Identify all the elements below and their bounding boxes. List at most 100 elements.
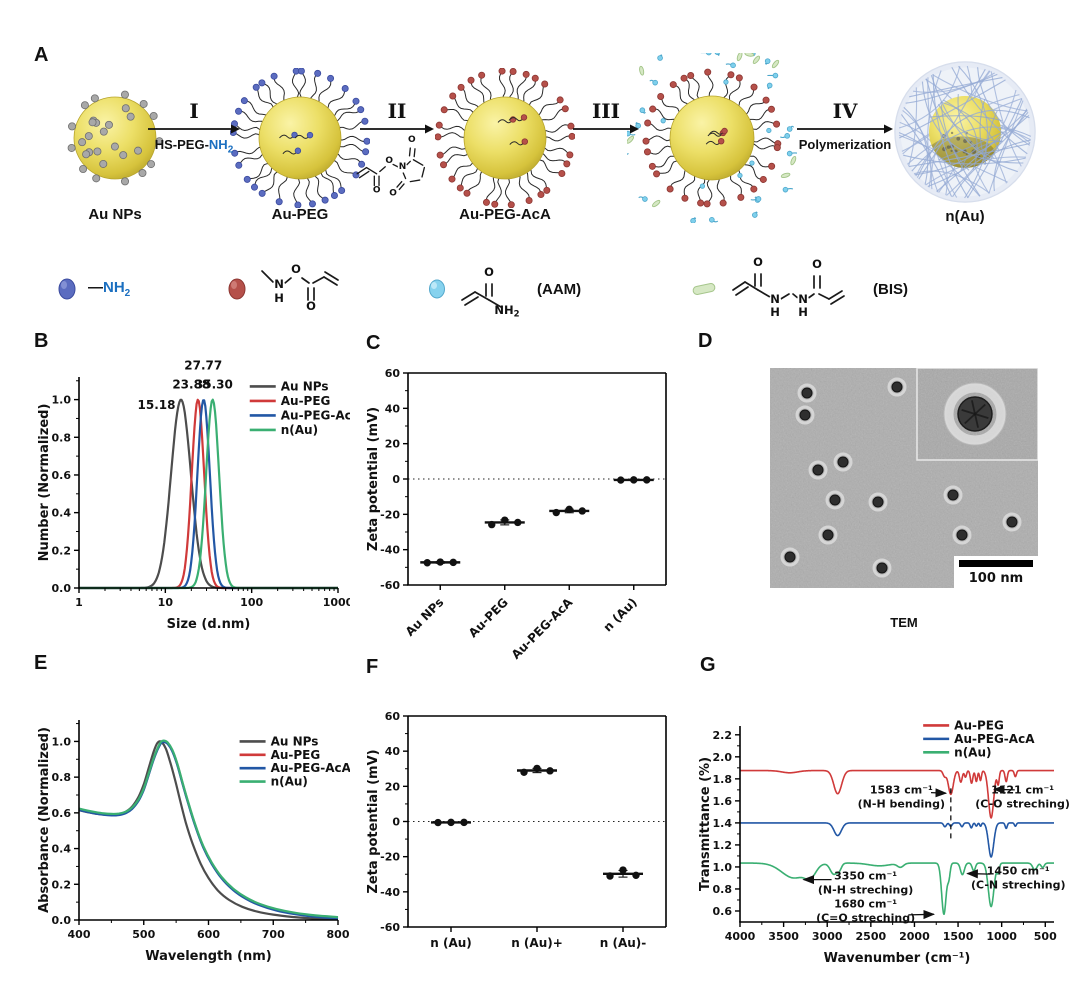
svg-text:Au-PEG-AcA: Au-PEG-AcA [271, 761, 350, 775]
svg-text:Au NPs: Au NPs [281, 379, 329, 393]
svg-text:Wavelength (nm): Wavelength (nm) [145, 949, 271, 964]
step-2-numeral: II [387, 99, 407, 123]
svg-text:3000: 3000 [812, 930, 843, 943]
svg-text:2500: 2500 [856, 930, 887, 943]
svg-text:2.2: 2.2 [713, 729, 733, 742]
svg-text:700: 700 [262, 928, 285, 941]
svg-text:1: 1 [75, 596, 83, 609]
bis-label: (BIS) [873, 280, 908, 298]
svg-text:-40: -40 [380, 544, 400, 557]
svg-text:Au-PEG: Au-PEG [466, 595, 511, 640]
svg-text:Au-PEG-AcA: Au-PEG-AcA [281, 408, 350, 422]
step-3-arrow: III [572, 101, 640, 135]
green-capsule-icon [692, 283, 716, 295]
svg-text:Au NPs: Au NPs [403, 595, 447, 639]
svg-text:60: 60 [385, 710, 401, 723]
svg-text:(N-H streching): (N-H streching) [818, 884, 913, 897]
step-4-arrow: IV Polymerization [795, 101, 895, 152]
svg-text:2000: 2000 [899, 930, 930, 943]
svg-text:(C-O streching): (C-O streching) [975, 798, 1070, 811]
zeta-potential-nau-chart: n (Au) n (Au)+ n (Au)- -60 -40 -20 0 20 40 60 Zeta… [360, 652, 682, 982]
svg-text:n(Au): n(Au) [954, 745, 991, 759]
stage-label-nau: n(Au) [945, 208, 985, 225]
svg-text:1.2: 1.2 [713, 839, 733, 852]
svg-text:500: 500 [1034, 930, 1057, 943]
svg-text:0.8: 0.8 [52, 431, 72, 444]
svg-text:20: 20 [385, 438, 401, 451]
svg-text:Size (d.nm): Size (d.nm) [167, 617, 251, 632]
arrow-right-icon [148, 124, 240, 134]
svg-text:Au NPs: Au NPs [271, 734, 319, 748]
step-2-arrow: II [358, 101, 436, 135]
svg-text:n(Au): n(Au) [271, 775, 308, 789]
svg-text:n (Au)-: n (Au)- [600, 936, 647, 950]
step-1-numeral: I [189, 99, 199, 123]
svg-text:Absorbance (Normalized): Absorbance (Normalized) [37, 727, 52, 913]
uvvis-absorbance-chart: 400 500 600 700 800 0.0 0.2 0.4 0.6 0.8 1.0 Wavelen… [35, 660, 352, 975]
legend-item-amine: —NH2 [55, 254, 130, 324]
tem-micrograph: 100 nm [770, 367, 1039, 593]
svg-text:0.6: 0.6 [52, 807, 72, 820]
svg-text:0.6: 0.6 [52, 469, 72, 482]
svg-text:1.0: 1.0 [52, 394, 72, 407]
svg-text:-20: -20 [380, 508, 400, 521]
step-1-arrow: I HS-PEG-NH2 [146, 101, 242, 156]
svg-text:O: O [484, 265, 494, 279]
svg-text:N: N [274, 277, 284, 291]
svg-text:1450 cm⁻¹: 1450 cm⁻¹ [987, 865, 1050, 878]
arrow-right-icon [797, 124, 893, 134]
svg-text:Au-PEG: Au-PEG [281, 394, 331, 408]
svg-text:N: N [798, 292, 808, 306]
aupegaca-particle-illustration [434, 67, 576, 209]
svg-text:800: 800 [327, 928, 350, 941]
svg-text:1.0: 1.0 [713, 861, 733, 874]
svg-text:27.77: 27.77 [184, 358, 222, 372]
legend-item-aam: O NH2 (AAM) [425, 254, 581, 324]
svg-text:Zeta potential (mV): Zeta potential (mV) [366, 749, 381, 893]
svg-text:Au-PEG-AcA: Au-PEG-AcA [954, 732, 1035, 746]
svg-text:H: H [798, 305, 808, 319]
svg-text:4000: 4000 [725, 930, 756, 943]
svg-text:-60: -60 [380, 921, 400, 934]
svg-text:Au-PEG: Au-PEG [271, 748, 321, 762]
step-4-label: Polymerization [798, 137, 892, 152]
panel-label-f: F [366, 656, 379, 678]
svg-text:-20: -20 [380, 851, 400, 864]
svg-text:1.0: 1.0 [52, 735, 72, 748]
amine-label: —NH2 [88, 279, 131, 299]
svg-text:1500: 1500 [943, 930, 974, 943]
svg-text:n(Au): n(Au) [281, 423, 318, 437]
svg-text:Au-PEG-AcA: Au-PEG-AcA [509, 595, 576, 660]
ftir-spectra-chart: 4000 3500 3000 2500 2000 1500 1000 500 0.6 0.8 1.0… [678, 650, 1078, 982]
acrylamide-structure: O NH2 [458, 254, 528, 325]
stage-label-aunps: Au NPs [88, 206, 142, 223]
svg-text:1680 cm⁻¹: 1680 cm⁻¹ [834, 898, 897, 911]
svg-text:H: H [770, 305, 780, 319]
svg-text:23.88: 23.88 [172, 377, 210, 391]
svg-text:3350 cm⁻¹: 3350 cm⁻¹ [834, 870, 897, 883]
svg-text:Transmittance (%): Transmittance (%) [698, 757, 713, 891]
panel-label-a: A [34, 44, 49, 66]
red-sphere-icon [228, 278, 246, 300]
svg-text:-60: -60 [380, 579, 400, 592]
svg-text:600: 600 [197, 928, 220, 941]
svg-text:100 nm: 100 nm [969, 571, 1023, 586]
blue-sphere-icon [58, 278, 76, 300]
svg-text:O: O [753, 255, 763, 269]
aupeg-particle-illustration [229, 67, 371, 209]
svg-text:H: H [274, 291, 284, 305]
svg-text:O: O [385, 156, 393, 166]
svg-text:20: 20 [385, 780, 401, 793]
svg-text:(C-N streching): (C-N streching) [971, 879, 1066, 892]
svg-text:O: O [373, 186, 381, 196]
stage-label-aupeg: Au-PEG [271, 206, 329, 223]
svg-text:0.0: 0.0 [52, 582, 72, 595]
svg-text:500: 500 [132, 928, 155, 941]
stage-label-aupegaca: Au-PEG-AcA [459, 206, 551, 223]
svg-text:n (Au): n (Au) [430, 936, 472, 950]
svg-text:35.30: 35.30 [195, 377, 233, 391]
aam-label: (AAM) [537, 280, 582, 298]
svg-text:O: O [408, 135, 416, 145]
